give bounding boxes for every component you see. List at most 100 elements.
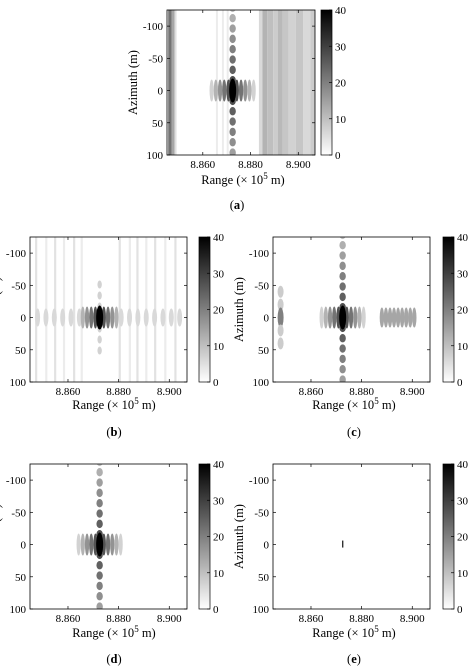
plot-frame [29,236,188,383]
caption-close: ) [240,198,244,212]
azimuth-sidelobe [339,292,346,302]
azimuth-sidelobe [96,571,103,580]
x-tick-label: 8.860 [190,159,215,171]
azimuth-sidelobe [339,272,346,281]
y-tick-label: -100 [6,475,27,487]
clutter-blob [277,285,284,298]
colorbar-tick-label: 0 [335,150,341,162]
colorbar-tick-label: 30 [457,268,469,280]
target-peak [229,78,237,103]
x-axis-title: Range (× 105 m) [72,396,155,412]
plot-frame [272,463,431,610]
y-axis-title: Azimuth (m) [126,50,140,115]
caption-open: ( [347,425,351,439]
clutter-stripe [174,237,177,382]
clutter-blob [399,307,405,328]
azimuth-sidelobe [96,602,103,609]
x-axis-title-prefix: Range (× 10 [312,398,374,412]
range-sidelobe [234,79,239,102]
range-sidelobe [101,533,106,556]
range-sidelobe [361,306,366,329]
y-tick-label: -50 [148,53,163,65]
plot-frame [272,236,431,383]
azimuth-sidelobe [96,488,103,498]
range-sidelobe [76,533,81,556]
x-axis-title-exponent: 5 [134,624,139,634]
azimuth-sidelobe [339,344,346,353]
heatmap-image [35,237,183,382]
clutter-stripe [267,10,274,155]
azimuth-sidelobe [339,375,346,382]
y-tick-label: -50 [254,280,269,292]
y-axis-title: Azimuth (m) [0,277,3,342]
y-tick-label: 50 [258,345,270,357]
caption-close: ) [117,652,121,666]
range-sidelobe [93,533,98,556]
range-sidelobe [348,306,354,329]
x-axis-title-prefix: Range (× 10 [201,173,263,187]
range-sidelobe [344,306,349,329]
azimuth-sidelobe [96,613,102,621]
sidelobe-blob [51,308,57,327]
plot-frame [166,9,316,156]
sidelobe-blob [152,308,158,327]
caption-letter: b [111,425,118,439]
x-tick-label: 8.860 [56,613,81,625]
azimuth-sidelobe [229,117,236,126]
colorbar-tick-label: 40 [213,459,225,471]
azimuth-sidelobe [339,354,346,364]
azimuth-sidelobe [339,251,346,260]
azimuth-sidelobe [339,365,346,374]
x-tick-label: 8.880 [106,386,131,398]
azimuth-sidelobe [96,519,103,529]
sidelobe-blob [76,308,82,327]
clutter-stripe [295,10,304,155]
clutter-stripe [171,10,175,155]
y-tick-label: -50 [254,507,269,519]
caption-close: ) [117,425,121,439]
x-tick-label: 8.860 [299,613,324,625]
clutter-blob [277,337,284,350]
caption-open: ( [106,425,110,439]
x-tick-label: 8.880 [238,159,263,171]
target-peak [96,305,104,330]
y-tick-label: 0 [21,540,27,552]
range-sidelobe [336,306,341,329]
y-tick-label: 50 [15,345,27,357]
sidelobe-blob [68,308,74,327]
y-tick-label: -100 [6,248,27,260]
y-tick-label: 100 [253,604,270,616]
range-sidelobe [84,533,90,556]
y-tick-label: 0 [264,313,270,325]
colorbar-tick-label: 40 [457,459,469,471]
y-tick-label: 50 [258,572,270,584]
heatmap-image [277,237,417,382]
sidelobe-blob [43,308,49,327]
sidelobe-blob [160,308,166,327]
range-sidelobe [93,306,98,329]
clutter-stripe [288,10,296,155]
colorbar-tick-label: 10 [213,341,225,353]
clutter-blob [395,307,401,328]
heatmap-image [342,540,344,548]
range-sidelobe [80,306,85,329]
target-point [342,540,344,548]
caption-letter: e [351,652,357,666]
clutter-stripe [35,237,38,382]
y-tick-label: 100 [10,377,27,389]
x-tick-label: 8.880 [106,613,131,625]
colorbar-tick-label: 10 [213,568,225,580]
heatmap-image [76,464,123,621]
caption-open: ( [347,652,351,666]
azimuth-sidelobe [229,45,236,54]
clutter-blob [277,324,284,337]
clutter-stripe [278,10,283,155]
y-tick-label: -100 [143,21,164,33]
y-axis-title: Azimuth (m) [232,504,246,569]
colorbar-tick-label: 0 [457,604,463,616]
clutter-stripe [164,237,167,382]
colorbar-tick-label: 20 [457,532,469,544]
